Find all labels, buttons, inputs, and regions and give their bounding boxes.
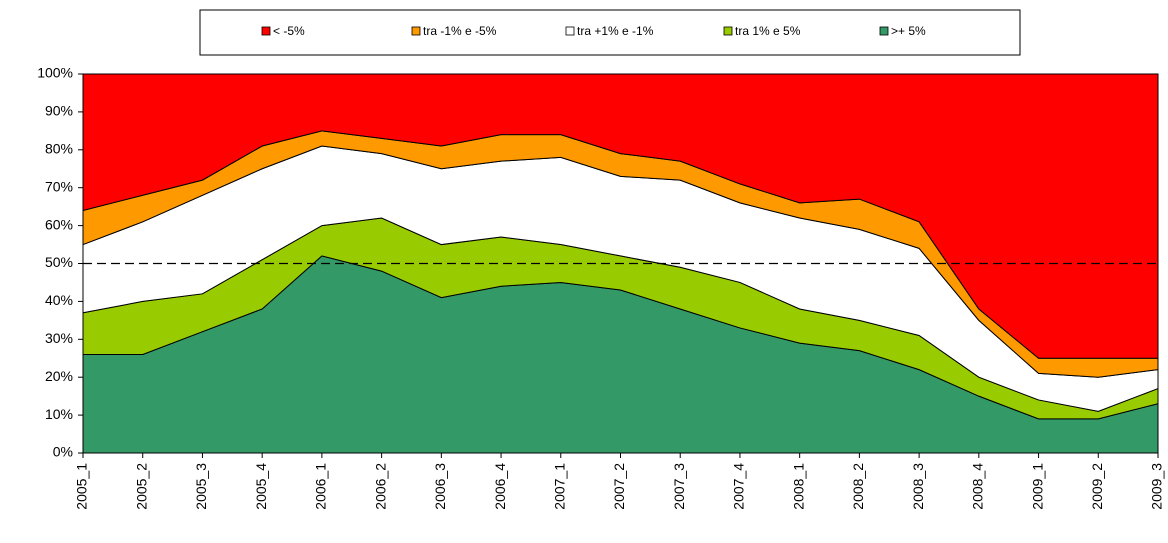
area xyxy=(82,73,1159,359)
y-tick-label: 50% xyxy=(45,254,73,270)
y-tick-label: 80% xyxy=(45,141,73,157)
legend-label: < -5% xyxy=(273,24,305,38)
x-tick-label: 2006_1 xyxy=(313,463,329,510)
x-tick-label: 2009_2 xyxy=(1089,463,1105,510)
y-tick-label: 30% xyxy=(45,330,73,346)
x-tick-label: 2009_1 xyxy=(1029,463,1045,510)
y-tick-label: 0% xyxy=(53,444,73,460)
x-tick-label: 2009_3 xyxy=(1149,463,1165,510)
x-tick-label: 2008_3 xyxy=(910,463,926,510)
x-tick-label: 2007_3 xyxy=(671,463,687,510)
x-tick-label: 2006_2 xyxy=(372,463,388,510)
legend-swatch xyxy=(723,26,733,36)
x-tick-label: 2008_1 xyxy=(790,463,806,510)
x-tick-label: 2008_4 xyxy=(970,463,986,510)
x-tick-label: 2007_4 xyxy=(731,463,747,510)
legend-swatch xyxy=(565,26,575,36)
x-tick-label: 2005_3 xyxy=(193,463,209,510)
legend-swatch xyxy=(261,26,271,36)
x-tick-label: 2007_2 xyxy=(611,463,627,510)
y-tick-label: 60% xyxy=(45,216,73,232)
y-tick-label: 10% xyxy=(45,406,73,422)
x-tick-label: 2005_1 xyxy=(74,463,90,510)
x-tick-label: 2005_2 xyxy=(133,463,149,510)
x-tick-label: 2006_3 xyxy=(432,463,448,510)
y-tick-label: 70% xyxy=(45,178,73,194)
legend-label: tra 1% e 5% xyxy=(735,24,801,38)
legend-swatch xyxy=(411,26,421,36)
y-tick-label: 90% xyxy=(45,103,73,119)
legend-swatch xyxy=(879,26,889,36)
y-tick-label: 100% xyxy=(37,65,73,81)
y-tick-label: 20% xyxy=(45,368,73,384)
x-tick-label: 2007_1 xyxy=(551,463,567,510)
x-tick-label: 2006_4 xyxy=(492,463,508,510)
x-tick-label: 2008_2 xyxy=(850,463,866,510)
x-tick-label: 2005_4 xyxy=(253,463,269,510)
y-tick-label: 40% xyxy=(45,292,73,308)
legend-label: tra -1% e -5% xyxy=(423,24,497,38)
legend-label: tra +1% e -1% xyxy=(577,24,654,38)
legend: < -5% tra -1% e -5% tra +1% e -1% tra 1% e … xyxy=(261,24,926,38)
legend-label: >+ 5% xyxy=(891,24,926,38)
